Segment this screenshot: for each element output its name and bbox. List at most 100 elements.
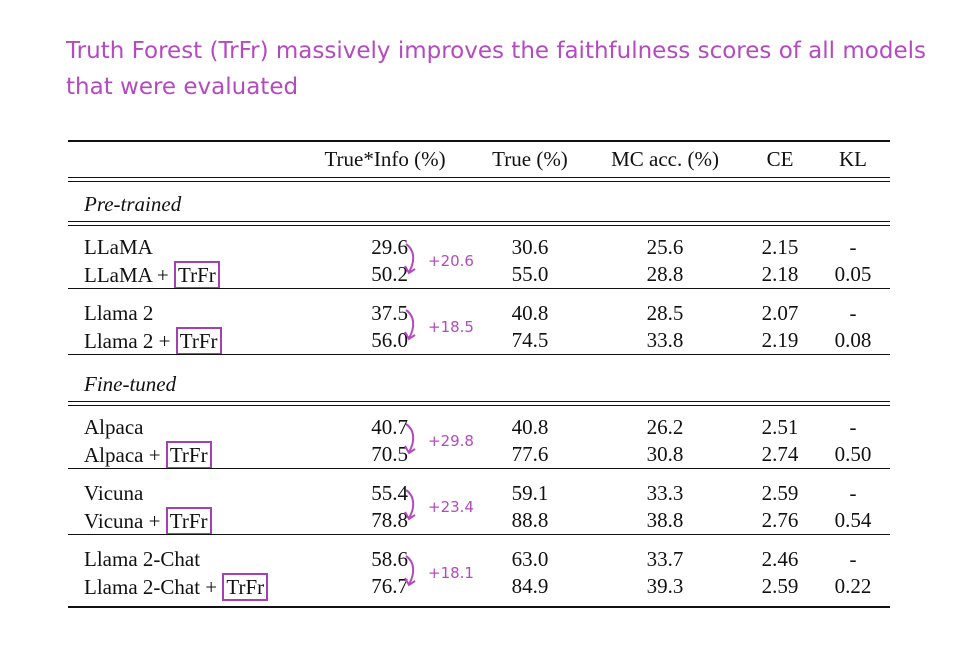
slide-title: Truth Forest (TrFr) massively improves t… <box>66 38 926 100</box>
improvement-arrow-icon <box>404 243 416 275</box>
model-label: Alpaca <box>84 415 144 439</box>
cell-true-info: 29.6 <box>371 235 408 259</box>
model-label: Llama 2-Chat <box>84 547 201 571</box>
trfr-tag: TrFr <box>165 440 212 469</box>
cell-mc-acc: 33.8 <box>646 327 684 352</box>
cell-ce: 2.74 <box>761 441 799 466</box>
cell-true: 55.0 <box>511 261 549 286</box>
trfr-tag: TrFr <box>174 260 220 289</box>
cell-true: 74.5 <box>511 327 549 352</box>
model-name: Vicuna + TrFr <box>84 506 212 535</box>
cell-kl: 0.22 <box>834 573 872 598</box>
col-header-kl: KL <box>839 147 867 171</box>
cell-ce: 2.76 <box>761 507 799 532</box>
model-label: Llama 2 + <box>84 328 176 353</box>
trfr-tag: TrFr <box>175 326 222 355</box>
section-rule-double <box>68 405 890 406</box>
model-label: Alpaca + <box>84 442 166 467</box>
model-name: Llama 2-Chat + TrFr <box>84 572 269 601</box>
model-name: LLaMA <box>84 234 153 260</box>
cell-mc-acc: 28.5 <box>646 301 684 325</box>
cell-true-info: 76.7 <box>371 573 408 598</box>
model-name: Llama 2 <box>84 300 153 326</box>
cell-kl: 0.08 <box>834 327 872 352</box>
improvement-delta: +29.8 <box>428 432 474 450</box>
header-rule <box>68 177 890 178</box>
cell-true: 40.8 <box>511 415 549 439</box>
cell-mc-acc: 25.6 <box>646 235 684 259</box>
cell-mc-acc: 33.7 <box>646 547 684 571</box>
cell-ce: 2.19 <box>761 327 799 352</box>
cell-kl: - <box>849 301 857 325</box>
cell-mc-acc: 30.8 <box>646 441 684 466</box>
cell-true-info: 56.0 <box>371 327 408 352</box>
cell-true-info: 40.7 <box>371 415 408 439</box>
cell-true-info: 50.2 <box>371 261 408 286</box>
cell-mc-acc: 33.3 <box>646 481 684 505</box>
model-name: LLaMA + TrFr <box>84 260 220 289</box>
cell-kl: - <box>849 415 857 439</box>
cell-kl: 0.54 <box>834 507 872 532</box>
table-top-rule <box>68 140 890 142</box>
model-label: LLaMA + <box>84 262 174 287</box>
trfr-tag: TrFr <box>222 572 269 601</box>
table-bottom-rule <box>68 606 890 608</box>
cell-ce: 2.59 <box>761 573 799 598</box>
cell-kl: - <box>849 235 857 259</box>
cell-true-info: 58.6 <box>371 547 408 571</box>
model-label: Vicuna <box>84 481 144 505</box>
cell-true: 88.8 <box>511 507 549 532</box>
cell-mc-acc: 38.8 <box>646 507 684 532</box>
group-rule <box>68 288 890 289</box>
group-rule <box>68 468 890 469</box>
improvement-arrow-icon <box>404 309 416 341</box>
cell-kl: 0.05 <box>834 261 872 286</box>
header-rule-double <box>68 181 890 182</box>
model-name: Llama 2 + TrFr <box>84 326 222 355</box>
col-header-mc-acc: MC acc. (%) <box>611 147 719 171</box>
section-rule-double <box>68 225 890 226</box>
cell-ce: 2.18 <box>761 261 799 286</box>
cell-true: 59.1 <box>511 481 549 505</box>
cell-ce: 2.46 <box>761 547 799 571</box>
cell-true-info: 55.4 <box>371 481 408 505</box>
cell-mc-acc: 39.3 <box>646 573 684 598</box>
cell-kl: - <box>849 547 857 571</box>
cell-true: 63.0 <box>511 547 549 571</box>
model-name: Llama 2-Chat <box>84 546 200 572</box>
cell-kl: 0.50 <box>834 441 872 466</box>
col-header-true-info: True*Info (%) <box>324 147 446 171</box>
cell-mc-acc: 26.2 <box>646 415 684 439</box>
improvement-arrow-icon <box>404 555 416 587</box>
cell-true-info: 70.5 <box>371 441 408 466</box>
model-label: Vicuna + <box>84 508 166 533</box>
section-rule <box>68 221 890 222</box>
cell-ce: 2.07 <box>761 301 799 325</box>
trfr-tag: TrFr <box>165 506 212 535</box>
model-label: LLaMA <box>84 235 153 259</box>
improvement-delta: +18.5 <box>428 318 474 336</box>
improvement-delta: +23.4 <box>428 498 474 516</box>
improvement-delta: +18.1 <box>428 564 474 582</box>
cell-true: 77.6 <box>511 441 549 466</box>
cell-mc-acc: 28.8 <box>646 261 684 286</box>
model-name: Vicuna <box>84 480 143 506</box>
group-rule <box>68 534 890 535</box>
model-name: Alpaca + TrFr <box>84 440 212 469</box>
section-label-pretrained: Pre-trained <box>84 192 182 216</box>
model-label: Llama 2-Chat + <box>84 574 223 599</box>
cell-true: 40.8 <box>511 301 549 325</box>
model-name: Alpaca <box>84 414 143 440</box>
improvement-arrow-icon <box>404 489 416 521</box>
cell-ce: 2.59 <box>761 481 799 505</box>
cell-true-info: 37.5 <box>371 301 408 325</box>
section-rule <box>68 401 890 402</box>
col-header-true: True (%) <box>492 147 568 171</box>
cell-kl: - <box>849 481 857 505</box>
cell-ce: 2.51 <box>761 415 799 439</box>
improvement-arrow-icon <box>404 423 416 455</box>
section-label-finetuned: Fine-tuned <box>84 372 177 396</box>
cell-true: 84.9 <box>511 573 549 598</box>
cell-true-info: 78.8 <box>371 507 408 532</box>
cell-ce: 2.15 <box>761 235 799 259</box>
